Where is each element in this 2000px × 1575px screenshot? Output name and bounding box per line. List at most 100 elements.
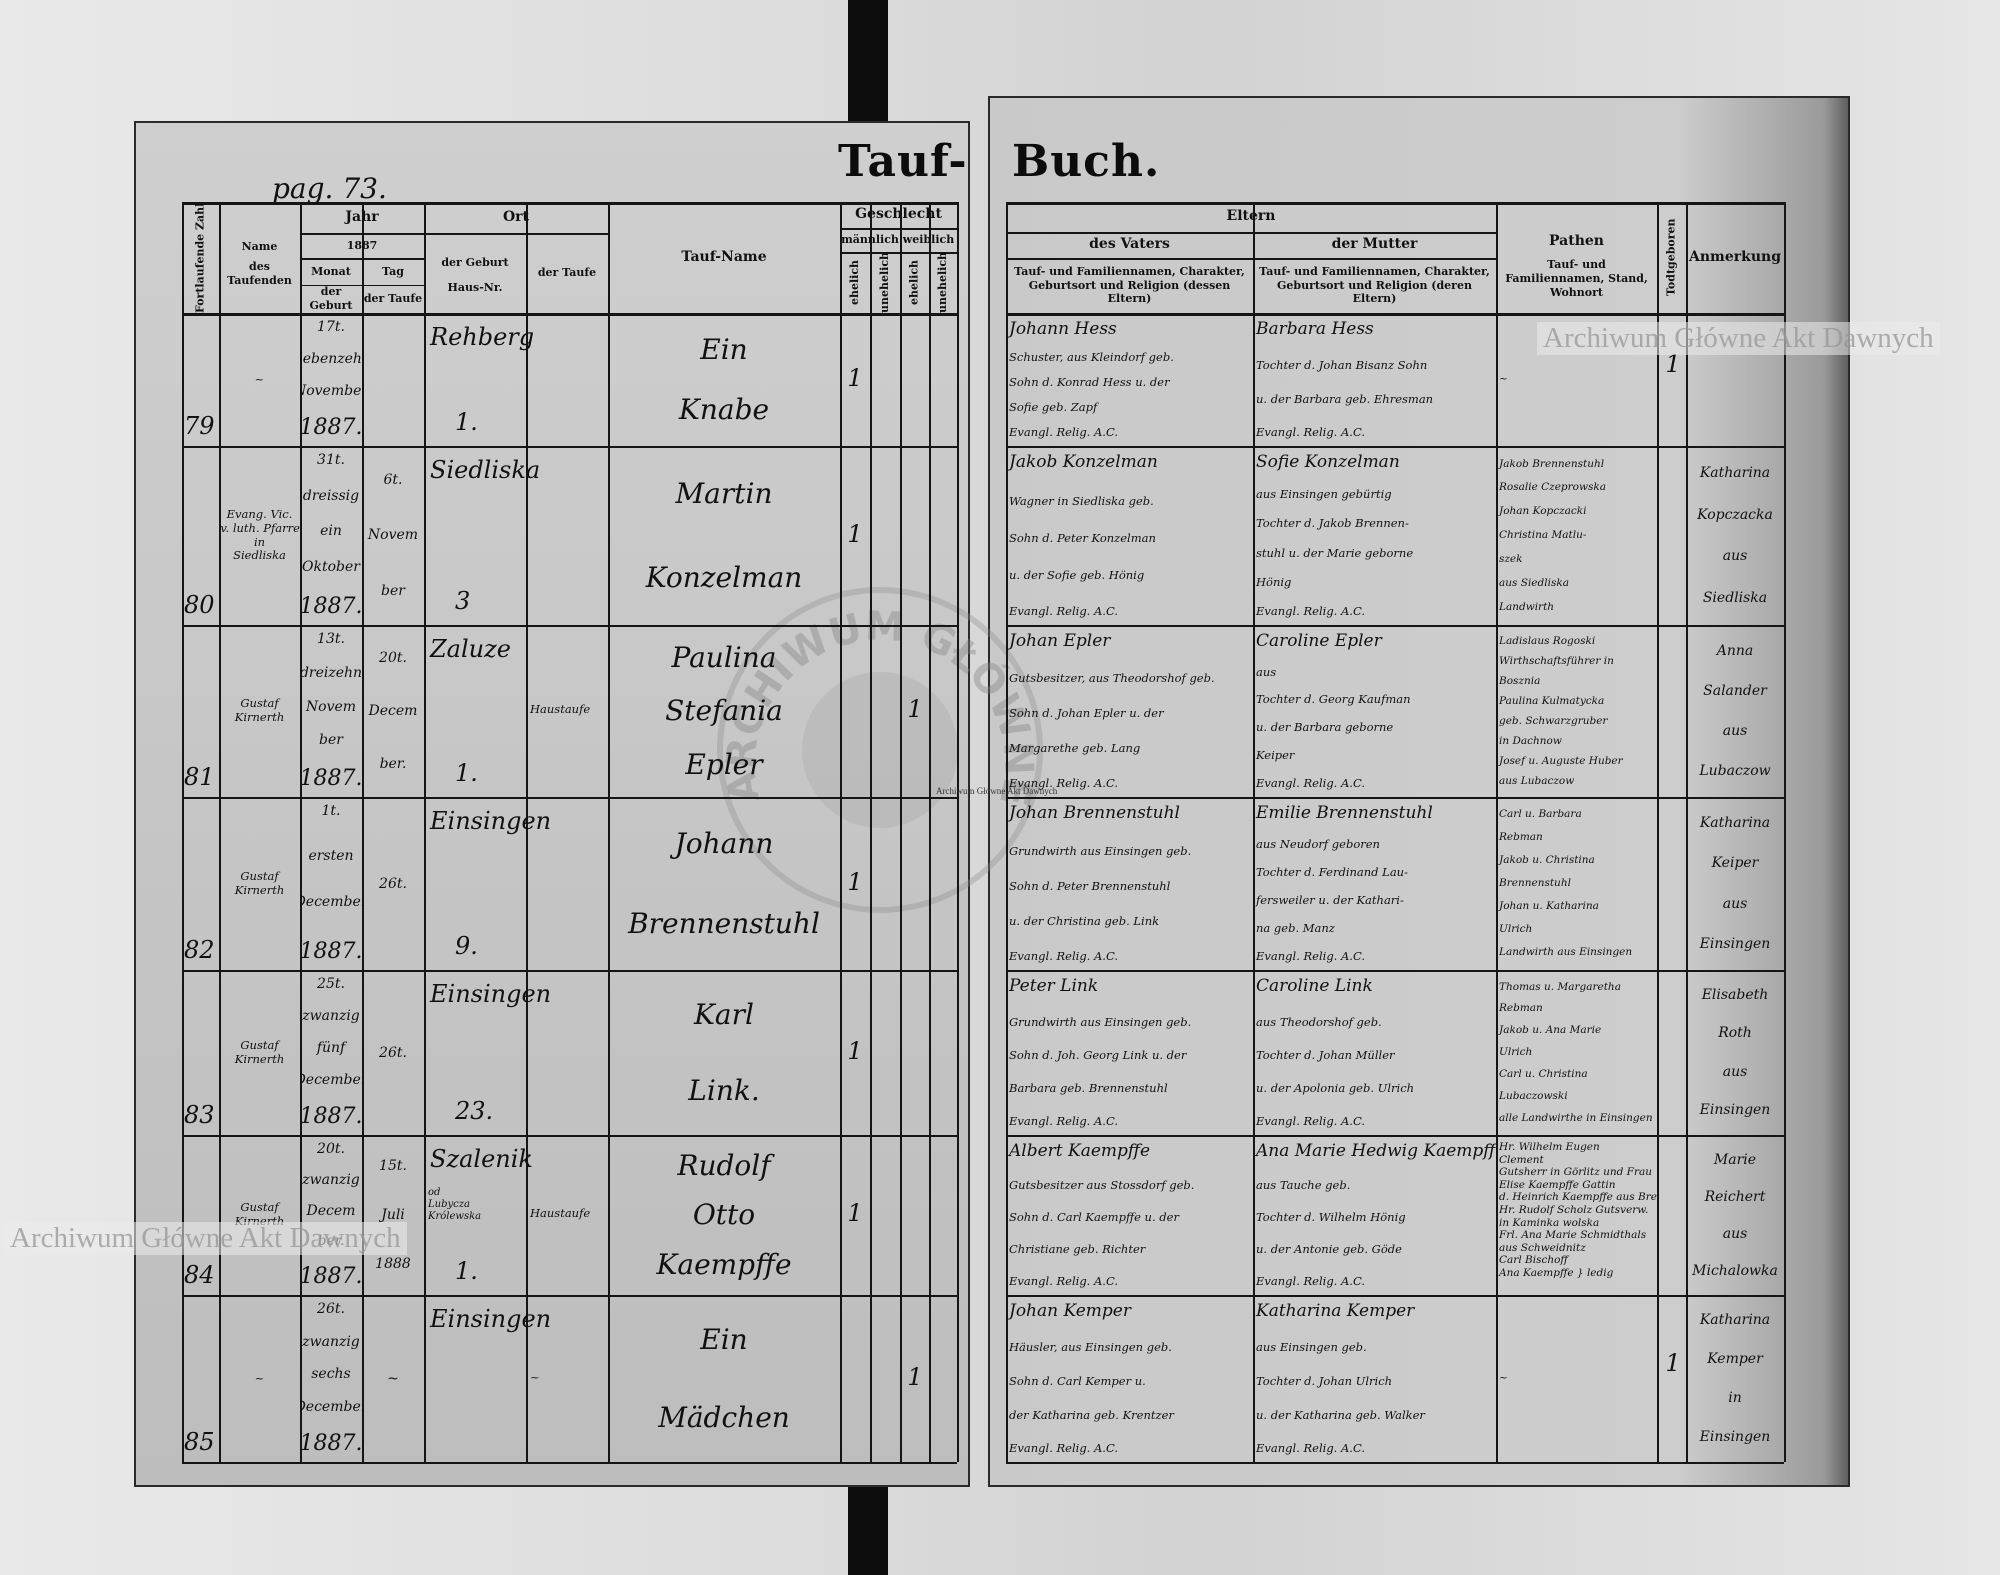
birth-month-line: 17t. <box>317 319 345 335</box>
birth-month-line: dreizehn <box>300 664 362 681</box>
baptism-name-line: Mädchen <box>658 1400 790 1434</box>
stillborn-mark: 1 <box>1665 349 1681 378</box>
remarks-line: aus <box>1722 1063 1748 1080</box>
header-father: des Vaters <box>1089 236 1170 253</box>
remarks: Katharina Kopczacka aus Siedliska <box>1686 446 1784 625</box>
godparents-details: Thomas u. Margaretha Rebman Jakob u. Ana M… <box>1496 970 1657 1135</box>
birth-month-line: Novem <box>305 698 357 715</box>
godparents-details-line: Thomas u. Margaretha <box>1499 980 1621 993</box>
father-details-line: Evangl. Relig. A.C. <box>1009 776 1119 791</box>
godparents-details-line: Josef u. Auguste Huber <box>1499 754 1623 767</box>
remarks-line: Kopczacka <box>1697 506 1773 523</box>
baptism-day-line: ber. <box>379 756 407 773</box>
mother-details-line: Caroline Link <box>1256 976 1373 996</box>
birth-month-line: 25t. <box>317 976 345 992</box>
father-details-line: Johann Hess <box>1009 319 1117 339</box>
header-female-illegit: unehelich <box>936 251 950 314</box>
baptizer: ~ <box>219 1295 300 1462</box>
baptism-name-line: Kaempffe <box>656 1247 792 1281</box>
column-line <box>608 202 610 1462</box>
baptism-day-line: 15t. <box>379 1157 407 1174</box>
entry-number: 84 <box>184 1261 215 1289</box>
baptism-name-line: Ein <box>700 332 748 366</box>
baptizer-line: Kirnerth <box>234 1051 285 1066</box>
baptizer-line: Gustaf <box>240 1037 279 1052</box>
baptizer-line: Kirnerth <box>234 710 285 724</box>
mother-details-line: aus Einsingen geb. <box>1256 1340 1367 1355</box>
header-female-legit: ehelich <box>907 259 921 306</box>
godparents-details-line: Johan Kopczacki <box>1499 505 1587 518</box>
father-details-line: Sohn d. Carl Kaempffe u. der <box>1009 1210 1179 1225</box>
column-line <box>957 202 959 1462</box>
mother-details-line: Tochter d. Johan Müller <box>1256 1047 1395 1062</box>
baptism-day-line: 6t. <box>383 471 403 488</box>
father-details-line: Gutsbesitzer aus Stossdorf geb. <box>1009 1178 1195 1193</box>
birth-month-line: 1887. <box>300 938 362 964</box>
godparents-details-line: Landwirth aus Einsingen <box>1499 946 1633 959</box>
baptism-name-line: Johann <box>674 826 774 860</box>
rule-line <box>840 228 957 230</box>
column-line <box>1657 202 1659 1462</box>
mother-details-line: Evangl. Relig. A.C. <box>1256 604 1366 619</box>
baptism-day-line: 26t. <box>379 1044 407 1061</box>
mother-details: Emilie Brennenstuhl aus Neudorf geboren To… <box>1253 797 1496 970</box>
book-spine-top <box>848 0 888 125</box>
remarks-line: Katharina <box>1699 815 1771 832</box>
column-line <box>1253 202 1255 1462</box>
sex-mark: 1 <box>847 867 863 896</box>
godparents-details-line: Elise Kaempffe Gattin <box>1499 1178 1616 1191</box>
godparents-details-line: aus Siedliska <box>1499 576 1569 589</box>
mother-details: Barbara Hess Tochter d. Johan Bisanz Sohn… <box>1253 313 1496 446</box>
mother-details-line: Tochter d. Johan Bisanz Sohn <box>1256 358 1428 373</box>
baptizer-line: ev. luth. Pfarrer <box>219 520 300 535</box>
godparents-details-line: Carl u. Christina <box>1499 1068 1588 1080</box>
godparents-details-line: Carl Bischoff <box>1499 1254 1568 1267</box>
baptism-day-line: ~ <box>387 1370 399 1387</box>
father-details-line: Evangl. Relig. A.C. <box>1009 425 1119 440</box>
mother-details-line: u. der Katharina geb. Walker <box>1256 1407 1425 1422</box>
mother-details: Caroline Link aus Theodorshof geb. Tochter… <box>1253 970 1496 1135</box>
birth-month-line: zwanzig <box>302 1008 360 1024</box>
father-details-line: Evangl. Relig. A.C. <box>1009 1114 1119 1129</box>
mother-details-line: stuhl u. der Marie geborne <box>1256 545 1414 560</box>
rule-line <box>182 625 957 627</box>
birth-month: 13t. dreizehn Novem ber 1887. <box>300 625 362 797</box>
father-details-line: u. der Sofie geb. Hönig <box>1009 567 1145 582</box>
mother-details-line: Evangl. Relig. A.C. <box>1256 949 1366 964</box>
column-line <box>1686 202 1688 1462</box>
godparents-details-line: Ana Kaempffe } ledig <box>1499 1266 1614 1279</box>
mother-details-line: Keiper <box>1256 748 1295 763</box>
baptism-day-line: Novem <box>367 527 419 544</box>
rule-line <box>1006 1135 1784 1137</box>
baptism-name-line: Karl <box>694 997 754 1031</box>
godparents-details-line: Rosalie Czeprowska <box>1499 481 1606 494</box>
father-details: Johan Brennenstuhl Grundwirth aus Einsing… <box>1006 797 1253 970</box>
father-details-line: Margarethe geb. Lang <box>1009 741 1141 756</box>
godparents-details-line: Jakob Brennenstuhl <box>1499 457 1605 470</box>
column-line <box>840 202 842 1462</box>
column-line <box>1784 202 1786 1462</box>
baptism-name-line: Epler <box>685 747 763 781</box>
header-female: weiblich <box>902 233 955 247</box>
remarks-line: Katharina <box>1699 464 1771 481</box>
entry-number: 83 <box>184 1101 215 1129</box>
mother-details-line: Tochter d. Georg Kaufman <box>1256 692 1411 707</box>
godparents-details-line: aus Schweidnitz <box>1499 1241 1586 1254</box>
mother-details-line: aus Neudorf geboren <box>1256 836 1380 851</box>
rule-line <box>182 446 957 448</box>
godparents-details: ~ <box>1496 313 1657 446</box>
baptism-name: Paulina Stefania Epler <box>608 625 840 797</box>
mother-details-line: u. der Barbara geb. Ehresman <box>1256 391 1434 406</box>
father-details-line: Sohn d. Konrad Hess u. der <box>1009 374 1170 389</box>
remarks-line: Einsingen <box>1699 1428 1771 1445</box>
mother-details: Ana Marie Hedwig Kaempffe aus Tauche geb.… <box>1253 1135 1496 1295</box>
mother-details-line: aus Einsingen gebürtig <box>1256 486 1392 501</box>
remarks-line: aus <box>1722 548 1748 565</box>
baptizer: Gustaf Kirnerth <box>219 970 300 1135</box>
birth-month-line: ersten <box>308 848 354 865</box>
mother-details-line: u. der Barbara geborne <box>1256 720 1394 735</box>
rule-line <box>182 1295 957 1297</box>
baptism-place: ~ <box>530 1369 540 1384</box>
